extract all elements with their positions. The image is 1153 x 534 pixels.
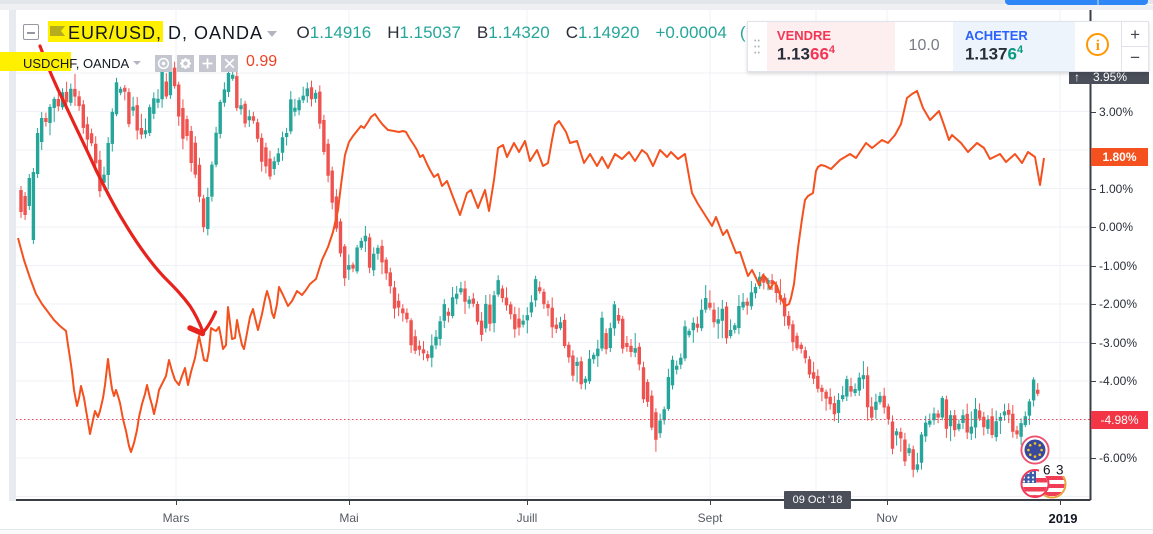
svg-text:6: 6 [1043,463,1051,478]
svg-text:3: 3 [1056,463,1064,478]
